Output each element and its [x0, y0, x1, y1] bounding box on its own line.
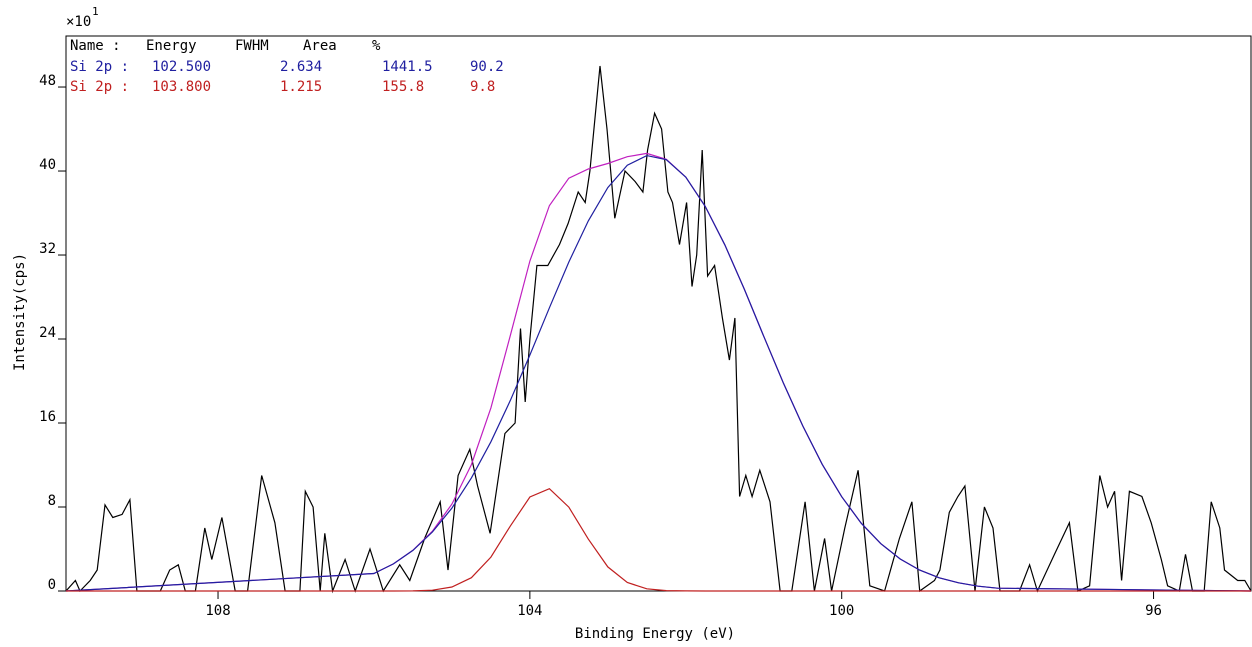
table-header: %: [372, 38, 381, 54]
x-tick-label: 100: [829, 603, 854, 619]
table-cell: Si 2p :: [70, 79, 129, 95]
table-cell: 9.8: [470, 79, 495, 95]
y-axis-label: Intensity(cps): [12, 253, 28, 371]
series-line: [65, 152, 1252, 592]
table-cell: 155.8: [382, 79, 424, 95]
table-header: Area: [303, 38, 337, 54]
x-tick-label: 108: [205, 603, 230, 619]
table-cell: 1.215: [280, 79, 322, 95]
table-cell: 103.800: [152, 79, 211, 95]
table-cell: 90.2: [470, 59, 504, 75]
x-tick-label: 104: [517, 603, 542, 619]
table-header: Energy: [146, 38, 197, 54]
y-tick-label: 16: [39, 409, 56, 425]
table-cell: 1441.5: [382, 59, 433, 75]
y-tick-label: 32: [39, 241, 56, 257]
y-tick-label: 24: [39, 325, 56, 341]
x-axis-label: Binding Energy (eV): [575, 626, 735, 642]
y-multiplier: ×10: [66, 14, 91, 30]
y-tick-label: 0: [48, 577, 56, 593]
y-tick-label: 8: [48, 493, 56, 509]
series-line: [65, 65, 1252, 594]
table-cell: 2.634: [280, 59, 322, 75]
table-cell: 102.500: [152, 59, 211, 75]
series-line: [66, 487, 1251, 592]
y-tick-label: 40: [39, 157, 56, 173]
table-header: FWHM: [235, 38, 269, 54]
x-tick-label: 96: [1145, 603, 1162, 619]
series-line: [65, 154, 1252, 592]
table-cell: Si 2p :: [70, 59, 129, 75]
y-tick-label: 48: [39, 73, 56, 89]
table-header: Name :: [70, 38, 121, 54]
y-multiplier-exponent: 1: [92, 5, 99, 18]
plot-frame: [65, 35, 1252, 592]
